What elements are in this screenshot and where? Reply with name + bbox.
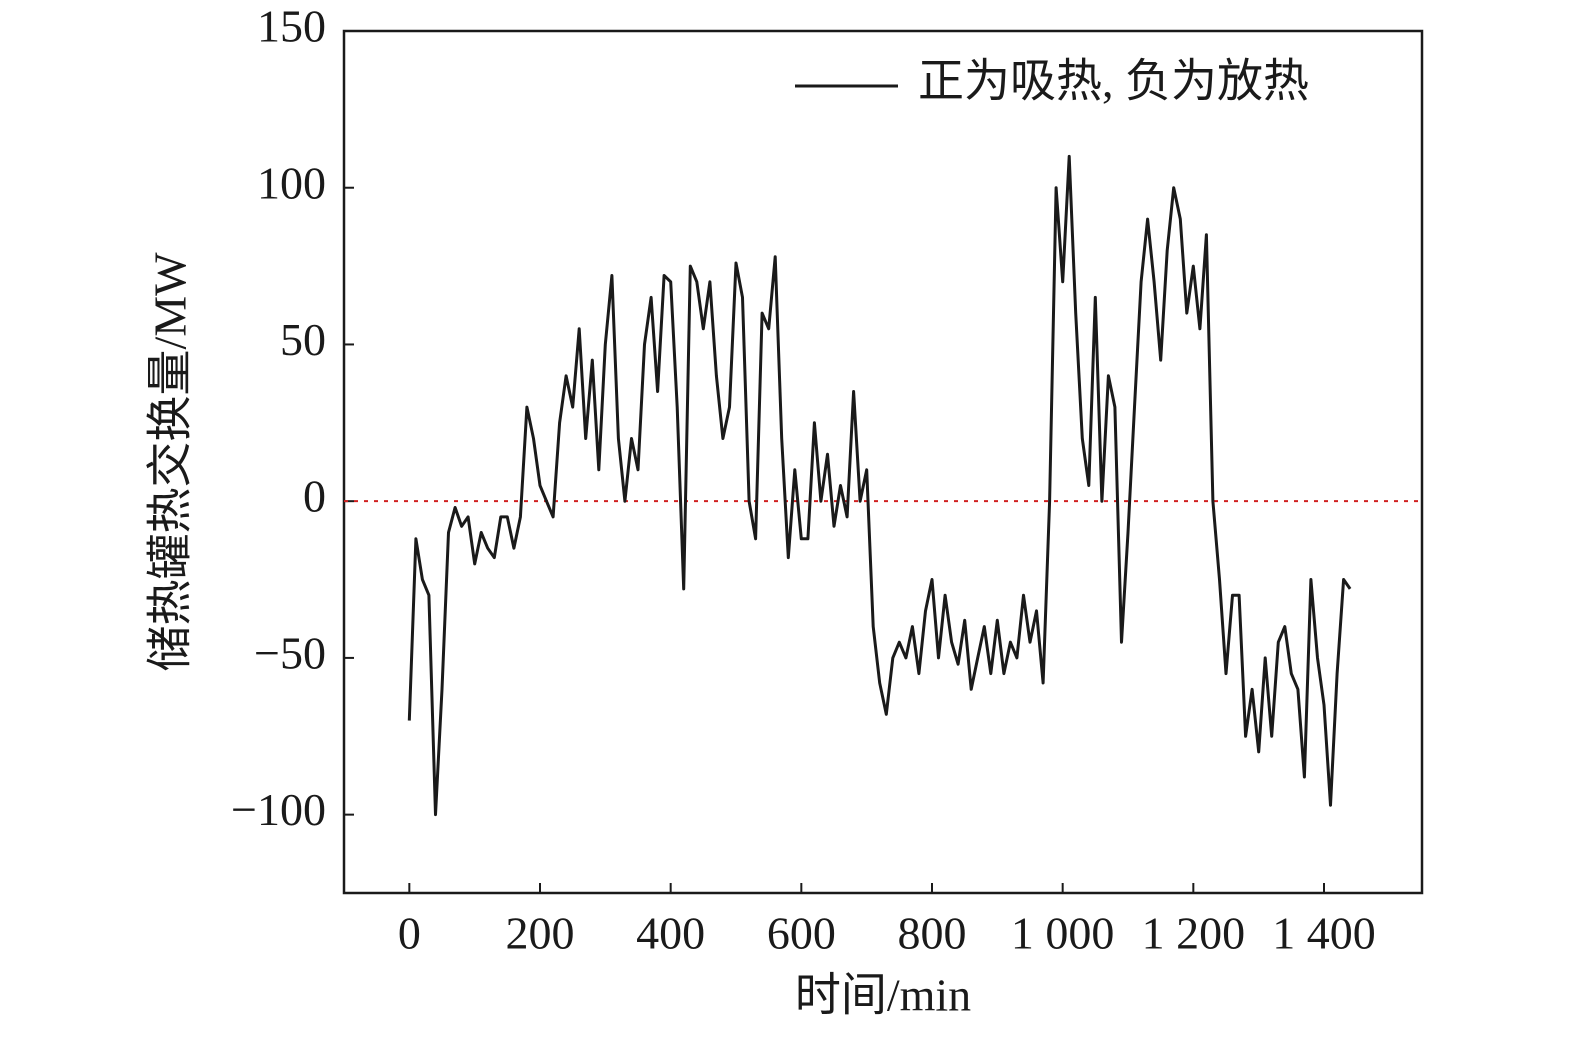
x-axis-label: 时间/min (795, 970, 971, 1021)
legend-label: 正为吸热, 负为放热 (918, 56, 1309, 107)
y-tick-label: −100 (231, 784, 326, 835)
x-tick-label: 800 (898, 908, 967, 959)
y-axis-label: 储热罐热交换量/MW (145, 252, 196, 672)
x-tick-label: 0 (398, 908, 421, 959)
y-tick-label: 0 (303, 471, 326, 522)
x-tick-label: 1 400 (1272, 908, 1376, 959)
y-tick-label: 150 (257, 1, 326, 52)
data-line (407, 154, 1352, 817)
x-tick-label: 1 200 (1142, 908, 1246, 959)
x-tick-label: 1 000 (1011, 908, 1115, 959)
y-tick-label: 50 (280, 314, 326, 365)
x-tick-label: 200 (506, 908, 575, 959)
y-tick-label: 100 (257, 157, 326, 208)
y-tick-label: −50 (254, 627, 326, 678)
x-tick-label: 600 (767, 908, 836, 959)
x-tick-label: 400 (636, 908, 705, 959)
plot-frame (342, 29, 1424, 895)
